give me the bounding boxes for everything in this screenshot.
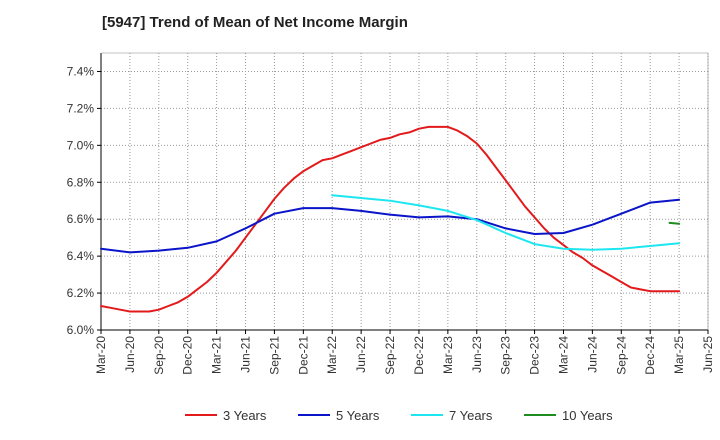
x-tick-label: Jun-23 — [470, 336, 484, 373]
chart-title: [5947] Trend of Mean of Net Income Margi… — [102, 14, 408, 31]
y-tick-label: 7.4% — [67, 64, 95, 78]
axes: 6.0% 6.2% 6.4% 6.6% 6.8% 7.0% 7.2% 7.4% Mar-20 Ju… — [67, 52, 715, 375]
legend-label-5-years: 5 Years — [336, 408, 380, 423]
x-tick-label: Dec-21 — [296, 336, 310, 375]
x-tick-label: Dec-22 — [412, 336, 426, 375]
x-tick-label: Sep-24 — [614, 336, 628, 375]
x-tick-label: Sep-20 — [152, 336, 166, 375]
y-tick-label: 6.2% — [67, 286, 95, 300]
y-tick-label: 6.0% — [67, 323, 95, 337]
x-tick-label: Sep-23 — [499, 336, 513, 375]
legend-label-7-years: 7 Years — [449, 408, 493, 423]
legend: 3 Years 5 Years 7 Years 10 Years — [185, 408, 613, 423]
series-line-7-years — [331, 194, 681, 251]
x-tick-label: Mar-22 — [325, 336, 339, 374]
x-tick-label: Mar-25 — [672, 336, 686, 374]
x-tick-label: Jun-20 — [123, 336, 137, 373]
y-tick-label: 7.0% — [67, 138, 95, 152]
x-tick-label: Jun-24 — [585, 336, 599, 373]
series-line-5-years — [100, 198, 681, 254]
x-tick-label: Dec-23 — [528, 336, 542, 375]
series-line-3-years — [100, 125, 681, 313]
y-tick-label: 6.8% — [67, 175, 95, 189]
x-tick-label: Sep-21 — [267, 336, 281, 375]
x-tick-label: Sep-22 — [383, 336, 397, 375]
x-tick-label: Jun-25 — [701, 336, 715, 373]
legend-label-3-years: 3 Years — [223, 408, 267, 423]
x-tick-label: Mar-24 — [556, 336, 570, 374]
x-tick-label: Dec-24 — [643, 336, 657, 375]
x-tick-label: Dec-20 — [181, 336, 195, 375]
y-tick-label: 7.2% — [67, 101, 95, 115]
y-tick-label: 6.4% — [67, 249, 95, 263]
legend-label-10-years: 10 Years — [562, 408, 613, 423]
x-tick-label: Mar-20 — [94, 336, 108, 374]
x-tick-label: Jun-22 — [354, 336, 368, 373]
x-tick-label: Mar-23 — [441, 336, 455, 374]
y-tick-label: 6.6% — [67, 212, 95, 226]
series-line-10-years — [668, 221, 681, 225]
x-tick-label: Jun-21 — [239, 336, 253, 373]
x-tick-label: Mar-21 — [210, 336, 224, 374]
series-lines — [100, 125, 681, 313]
grid — [100, 53, 709, 331]
